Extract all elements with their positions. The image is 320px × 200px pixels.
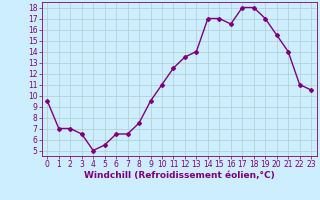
X-axis label: Windchill (Refroidissement éolien,°C): Windchill (Refroidissement éolien,°C) xyxy=(84,171,275,180)
